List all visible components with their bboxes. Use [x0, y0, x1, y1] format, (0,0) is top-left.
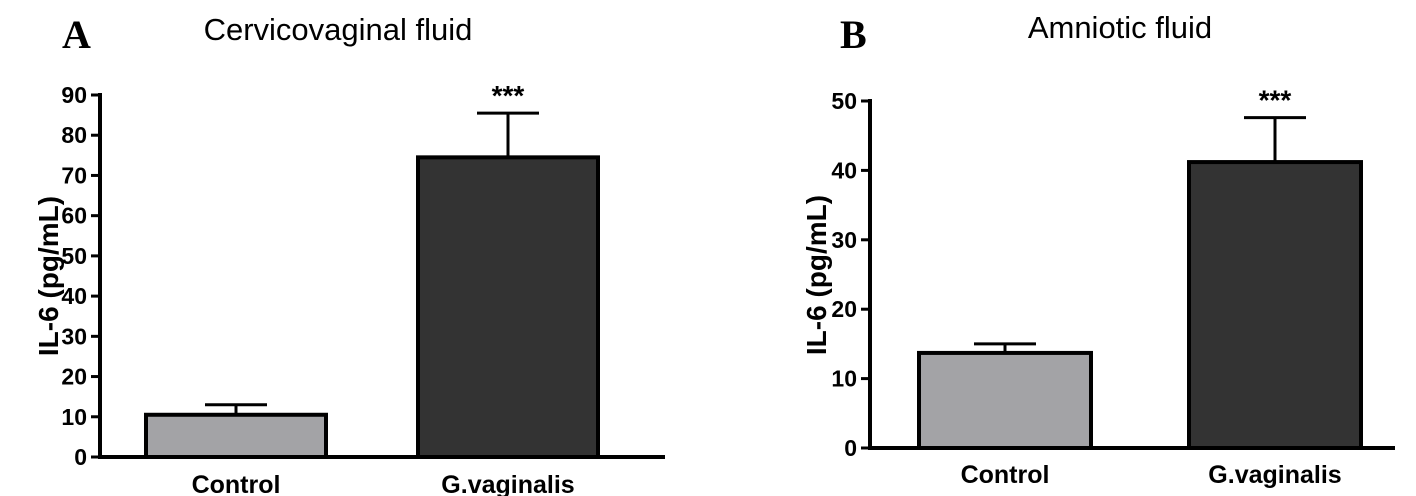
bar: [144, 412, 328, 459]
chart-title: Cervicovaginal fluid: [204, 12, 473, 47]
y-tick-label: 30: [61, 323, 87, 349]
y-tick-label: 20: [831, 296, 857, 322]
y-tick-label: 50: [831, 88, 857, 114]
significance-label: ***: [492, 80, 525, 111]
y-axis-label: IL-6 (pg/mL): [801, 195, 832, 355]
y-tick-label: 10: [61, 404, 87, 430]
y-tick-label: 40: [831, 157, 857, 183]
y-tick-label: 80: [61, 122, 87, 148]
chart-title: Amniotic fluid: [1028, 10, 1212, 45]
y-tick-label: 90: [61, 82, 87, 108]
y-tick-label: 40: [61, 283, 87, 309]
x-category-label: Control: [192, 471, 281, 496]
error-bar: [1244, 116, 1306, 163]
panel-a: A Cervicovaginal fluid IL-6 (pg/mL) *** 0…: [33, 12, 665, 496]
panel-b: B Amniotic fluid IL-6 (pg/mL) *** 0 10 20 30…: [801, 10, 1395, 489]
x-category-label: Control: [961, 461, 1050, 489]
bar: [416, 155, 600, 459]
error-bar: [477, 111, 539, 158]
y-tick-label: 0: [74, 444, 87, 470]
y-axis-label: IL-6 (pg/mL): [33, 196, 64, 356]
significance-label: ***: [1259, 85, 1292, 116]
panel-letter: A: [62, 12, 91, 57]
y-tick-label: 50: [61, 243, 87, 269]
bar: [1187, 160, 1363, 451]
y-tick-label: 0: [844, 435, 857, 461]
y-tick-label: 20: [61, 364, 87, 390]
y-tick-label: 60: [61, 203, 87, 229]
panel-letter: B: [840, 12, 867, 57]
y-tick-label: 70: [61, 162, 87, 188]
error-bar: [205, 403, 267, 415]
x-category-label: G.vaginalis: [441, 471, 574, 496]
y-tick-label: 10: [831, 366, 857, 392]
x-category-label: G.vaginalis: [1208, 461, 1341, 489]
error-bar: [974, 342, 1036, 353]
bar: [917, 350, 1093, 450]
y-tick-label: 30: [831, 227, 857, 253]
